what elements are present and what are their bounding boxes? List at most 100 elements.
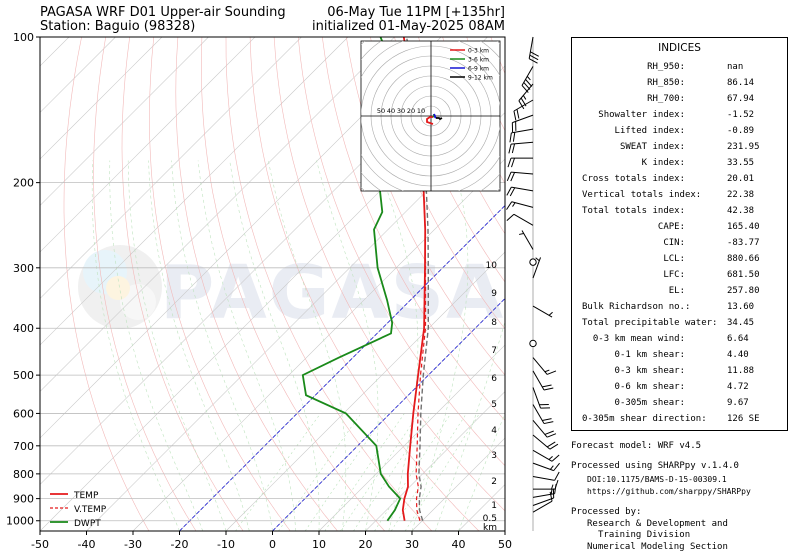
index-row: 0-1 km shear: 4.40: [572, 350, 789, 364]
hodograph-ring-label: 30: [397, 107, 405, 115]
chart-title-line-2: Station: Baguio (98328): [40, 19, 196, 34]
dry-adiabat-line: [394, 37, 505, 283]
dry-adiabat-line: [175, 37, 338, 531]
mixing-ratio-line: [324, 413, 405, 531]
mixing-ratio-line: [278, 413, 362, 531]
footer-processed-by: Processed by:: [571, 507, 642, 517]
y-tick-label: 900: [13, 493, 34, 506]
hodograph-ring-label: 20: [407, 107, 415, 115]
init-time-label: initialized 01-May-2025 08AM: [311, 19, 505, 34]
index-row: CAPE: 165.40: [572, 222, 789, 236]
index-value: 13.60: [727, 302, 755, 312]
wind-barb-half-flag: [535, 257, 540, 262]
wind-barb: [532, 305, 553, 318]
isotherm-line: [365, 391, 505, 531]
wind-barb-staff: [532, 387, 541, 409]
wind-barb: [532, 488, 555, 506]
x-tick-label: -10: [217, 538, 235, 551]
wind-barb-flag: [515, 121, 517, 131]
dry-adiabat-line: [249, 37, 480, 531]
wind-barb-staff: [532, 404, 545, 424]
index-row: K index: 33.55: [572, 158, 789, 172]
thermodynamic-background-lines: [0, 37, 505, 531]
wind-barb-staff: [532, 476, 555, 481]
index-row: EL: 257.80: [572, 286, 789, 300]
dry-adiabat-line: [225, 37, 433, 531]
wind-barb-flag: [540, 407, 551, 409]
index-row: CIN: -83.77: [572, 238, 789, 252]
index-label: Lifted index:: [614, 126, 685, 136]
index-row: 0-305m shear direction: 126 SE: [572, 414, 789, 428]
index-value: -83.77: [727, 238, 760, 248]
wind-barb-half-flag: [550, 489, 553, 495]
valid-time-label: 06-May Tue 11PM [+135hr]: [327, 5, 505, 20]
moist-adiabat-line: [109, 160, 204, 531]
index-label: Total totals index:: [582, 206, 685, 216]
y-tick-label: 1000: [6, 515, 34, 528]
hodograph-legend-label: 6-9 km: [468, 66, 489, 73]
index-value: 20.01: [727, 174, 755, 184]
hodograph-plot-area: 50 40 30 20 10: [361, 41, 500, 191]
isotherm-line: [411, 437, 505, 531]
index-label: RH_950:: [647, 62, 685, 72]
wind-barb-half-flag: [551, 484, 554, 490]
x-tick-label: 0: [269, 538, 276, 551]
chart-title-line-1: PAGASA WRF D01 Upper-air Sounding: [40, 5, 286, 20]
hodograph-legend-label: 3-6 km: [468, 57, 489, 64]
y-tick-label: 500: [13, 369, 34, 382]
footer-section: Numerical Modeling Section: [587, 542, 728, 552]
moist-adiabat-line: [127, 160, 227, 531]
height-km-label: km: [483, 523, 497, 533]
index-label: 0-305m shear:: [614, 398, 685, 408]
moist-adiabat-line: [316, 160, 379, 531]
dry-adiabat-line: [322, 37, 505, 421]
wind-barb-flag: [549, 443, 559, 450]
height-km-label: 6: [491, 374, 497, 384]
wind-barb-flag: [512, 132, 516, 142]
isotherm-line: [0, 37, 23, 531]
wind-barb-flag: [507, 157, 512, 168]
footer-division-line-2: Training Division: [598, 530, 691, 540]
wind-barb-flag: [543, 421, 554, 425]
index-value: 67.94: [727, 94, 755, 104]
wind-barb-flag: [506, 186, 512, 196]
index-value: 165.40: [727, 222, 760, 232]
wind-barb-flag: [528, 58, 538, 64]
wind-barb-flag: [525, 79, 533, 87]
wind-barb-flag: [530, 51, 539, 57]
wind-barb: [532, 357, 557, 375]
moist-adiabat-line: [197, 160, 297, 531]
wind-barb-flag: [546, 370, 557, 375]
hodograph-trace: [426, 116, 434, 125]
isotherm-line: [318, 344, 505, 531]
index-label: 0-3 km shear:: [614, 366, 685, 376]
x-tick-label: 50: [498, 538, 512, 551]
index-row: LCL: 880.66: [572, 254, 789, 268]
hodograph-legend-label: 9-12 km: [468, 75, 493, 82]
hodograph-trace: [433, 113, 437, 119]
wind-barb-column: [506, 36, 560, 531]
wind-barb-flag: [553, 462, 560, 471]
moist-adiabat-line: [411, 160, 469, 531]
index-row: 0-3 km shear: 11.88: [572, 366, 789, 380]
index-label: Cross totals index:: [582, 174, 685, 184]
moist-adiabat-line: [148, 160, 250, 531]
wind-barb-staff: [511, 186, 534, 192]
watermark: PAGASA: [78, 245, 503, 336]
wind-barb-flag: [509, 132, 512, 143]
height-km-label: 7: [491, 346, 497, 356]
isotherm-line: [40, 37, 163, 160]
index-row: RH_850: 86.14: [572, 78, 789, 92]
wind-barb-flag: [544, 430, 554, 435]
index-value: 42.38: [727, 206, 755, 216]
index-value: 4.40: [727, 350, 749, 360]
index-value: 4.72: [727, 382, 749, 392]
wind-barb-flag: [506, 171, 512, 181]
wind-barb: [532, 434, 559, 450]
wind-barb-flag: [511, 157, 515, 168]
dry-adiabat-line: [346, 37, 505, 376]
height-km-label: 4: [491, 426, 497, 436]
height-km-label: 9: [491, 289, 497, 299]
index-label: Bulk Richardson no.:: [582, 302, 691, 312]
isotherm-line: [40, 37, 70, 67]
